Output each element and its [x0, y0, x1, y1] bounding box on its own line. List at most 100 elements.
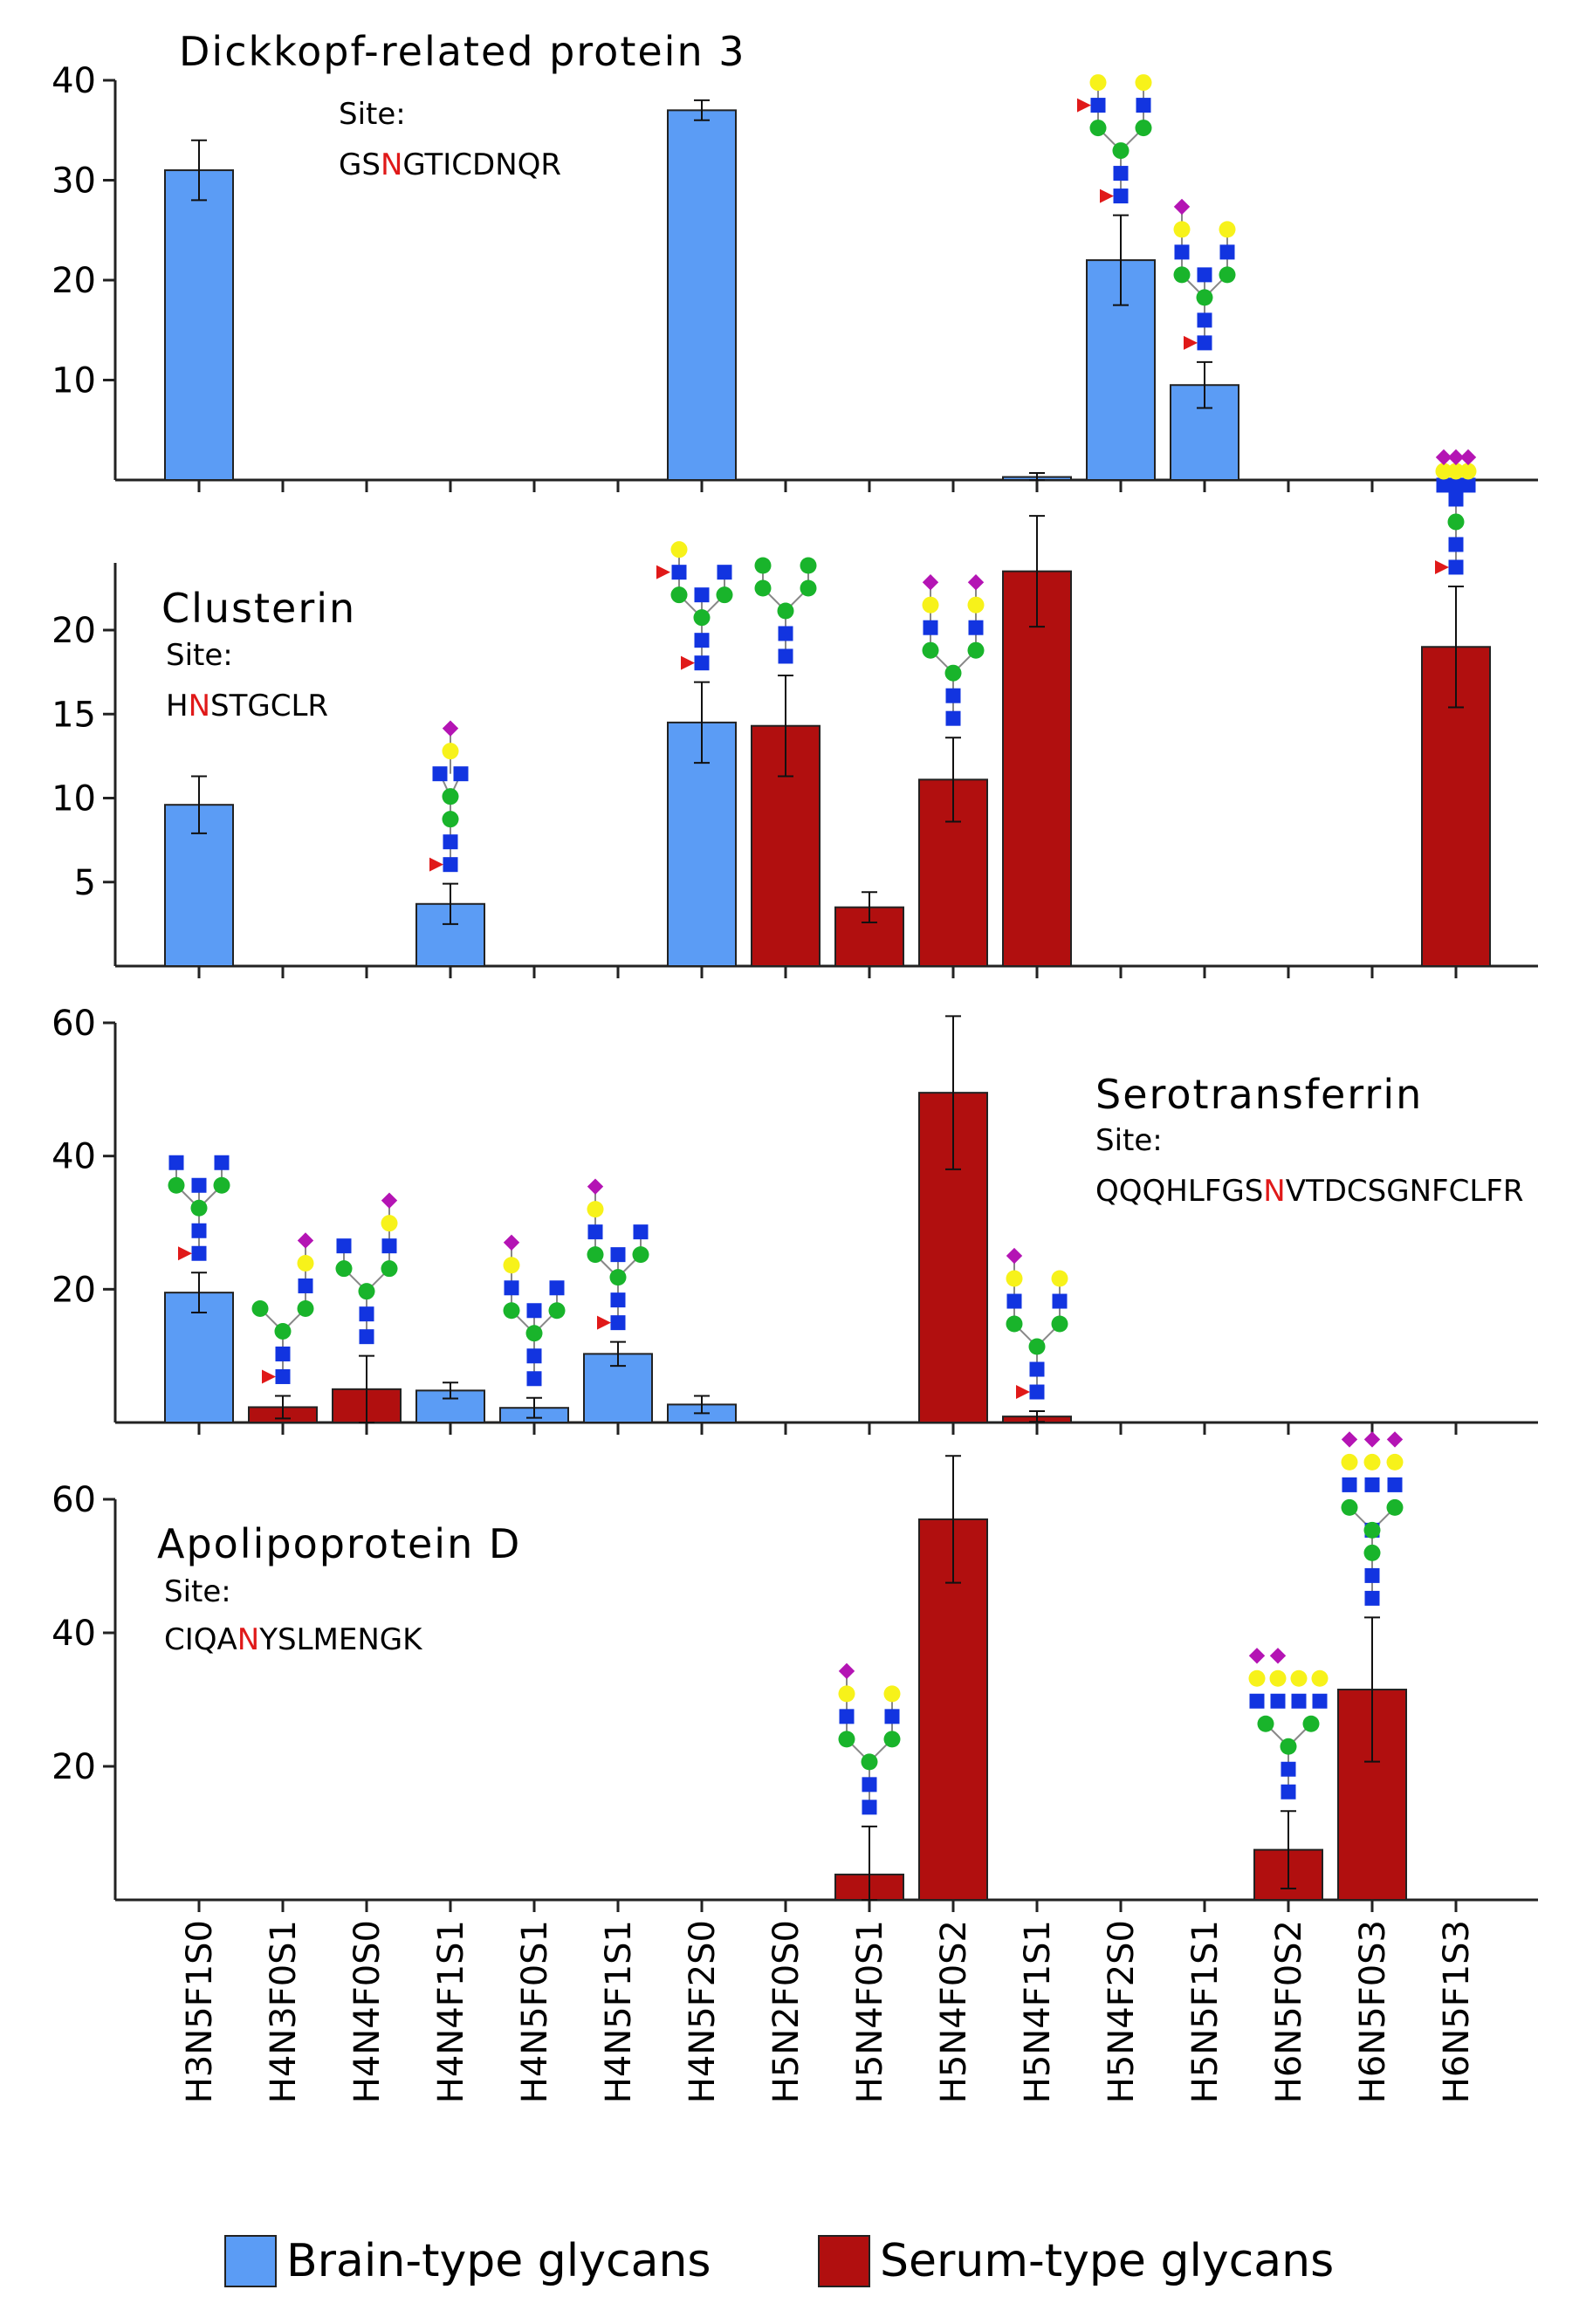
mannose-circle [883, 1731, 901, 1748]
y-tick-label: 40 [51, 1137, 96, 1177]
mannose-circle [358, 1283, 375, 1300]
glycan-symbols [1173, 198, 1236, 351]
glcnac-square [610, 1292, 626, 1308]
y-tick-label: 15 [51, 695, 96, 735]
glcnac-square [381, 1238, 397, 1254]
glycan-symbols [1435, 449, 1477, 575]
glcnac-square [1460, 477, 1476, 493]
fucose-triangle [178, 1246, 192, 1261]
glcnac-square [1387, 1477, 1403, 1492]
y-tick-label: 20 [51, 1270, 96, 1310]
mannose-circle [754, 557, 772, 574]
glcnac-square [432, 766, 448, 782]
legend-swatch-serum [818, 2235, 870, 2287]
glycan-symbols [1341, 1431, 1404, 1606]
mannose-circle [670, 586, 688, 604]
site-seq-before: CIQA [164, 1622, 237, 1657]
glcnac-square [191, 1245, 207, 1261]
glcnac-square [587, 1224, 603, 1240]
glcnac-square [168, 1155, 184, 1170]
glycan-symbols [656, 541, 733, 671]
sialic-acid-diamond [1447, 449, 1465, 466]
x-tick-label-H5N4F2S0: H5N4F2S0 [1102, 1920, 1142, 2103]
glcnac-square [214, 1155, 230, 1170]
mannose-circle [1173, 266, 1191, 284]
site-sequence: QQQHLFGSNVTDCSGNFCLFR [1095, 1174, 1523, 1209]
glcnac-square [298, 1278, 313, 1293]
glycan-symbols [1077, 74, 1152, 204]
glycan-symbols [335, 1192, 398, 1345]
legend-label-brain: Brain-type glycans [286, 2235, 711, 2287]
galactose-circle [442, 743, 459, 760]
fucose-triangle [1016, 1385, 1030, 1400]
glcnac-square [717, 565, 732, 580]
mannose-circle [1447, 513, 1465, 531]
glycan-symbols [1006, 1247, 1068, 1400]
glcnac-square [1448, 559, 1464, 575]
y-tick-label: 60 [51, 1480, 96, 1520]
site-seq-glycosite: N [1263, 1174, 1285, 1209]
glycan-symbols [251, 1232, 314, 1384]
mannose-circle [168, 1176, 185, 1194]
x-tick-label-H3N5F1S0: H3N5F1S0 [180, 1920, 220, 2103]
galactose-circle [967, 596, 985, 614]
sialic-acid-diamond [1341, 1431, 1358, 1448]
glcnac-square [1249, 1693, 1265, 1709]
glcnac-square [1342, 1477, 1357, 1492]
glcnac-square [1270, 1693, 1286, 1709]
glcnac-square [862, 1800, 877, 1815]
galactose-circle [1435, 463, 1452, 480]
glycan-structure-icon [1248, 1648, 1329, 1800]
glcnac-square [1291, 1693, 1307, 1709]
site-seq-after: YSLMENGK [258, 1622, 423, 1657]
galactose-circle [670, 541, 688, 559]
glycan-symbols [503, 1234, 566, 1387]
glcnac-square [1448, 537, 1464, 552]
mannose-circle [1363, 1521, 1381, 1539]
glcnac-square [336, 1238, 352, 1254]
mannose-circle [800, 579, 817, 597]
mannose-circle [213, 1176, 230, 1194]
mannose-circle [1051, 1315, 1068, 1333]
glcnac-square [610, 1315, 626, 1331]
site-label: Site: [339, 97, 406, 132]
glcnac-square [275, 1368, 291, 1384]
mannose-circle [548, 1302, 566, 1320]
site-seq-glycosite: N [189, 689, 210, 723]
glcnac-square [633, 1224, 649, 1240]
galactose-circle [1363, 1453, 1381, 1470]
chart-panel-2: 5 10 15 20 Clusterin Site: HNSTGCLR [51, 449, 1538, 978]
glycan-structure-icon [1341, 1431, 1404, 1606]
galactose-circle [1311, 1669, 1329, 1687]
site-label: Site: [1095, 1123, 1163, 1158]
sialic-acid-diamond [442, 720, 459, 737]
bar-H4N5F2S0 [667, 109, 737, 481]
mannose-circle [274, 1322, 292, 1340]
glycan-structure-icon [1173, 198, 1236, 351]
glcnac-square [549, 1280, 565, 1296]
y-tick-label: 30 [51, 161, 96, 202]
mannose-circle [442, 788, 459, 806]
site-sequence: CIQANYSLMENGK [164, 1622, 423, 1657]
glcnac-square [1113, 166, 1129, 182]
y-tick-label: 5 [74, 863, 96, 903]
y-tick-label: 40 [51, 1614, 96, 1654]
galactose-circle [297, 1254, 314, 1272]
glcnac-square [778, 626, 793, 641]
fucose-triangle [597, 1315, 611, 1330]
glcnac-square [443, 857, 458, 873]
glcnac-square [1052, 1293, 1068, 1309]
glcnac-square [359, 1306, 374, 1322]
glcnac-square [1113, 189, 1129, 204]
sialic-acid-diamond [381, 1192, 398, 1209]
fucose-triangle [1435, 559, 1449, 574]
panel-title: Dickkopf-related protein 3 [179, 28, 745, 75]
sialic-acid-diamond [1173, 198, 1191, 216]
mannose-circle [1112, 142, 1130, 160]
glcnac-square [778, 648, 793, 664]
glycan-structure-icon [838, 1662, 901, 1815]
glcnac-square [839, 1709, 855, 1724]
site-sequence: HNSTGCLR [166, 689, 328, 723]
glcnac-square [1448, 491, 1464, 507]
